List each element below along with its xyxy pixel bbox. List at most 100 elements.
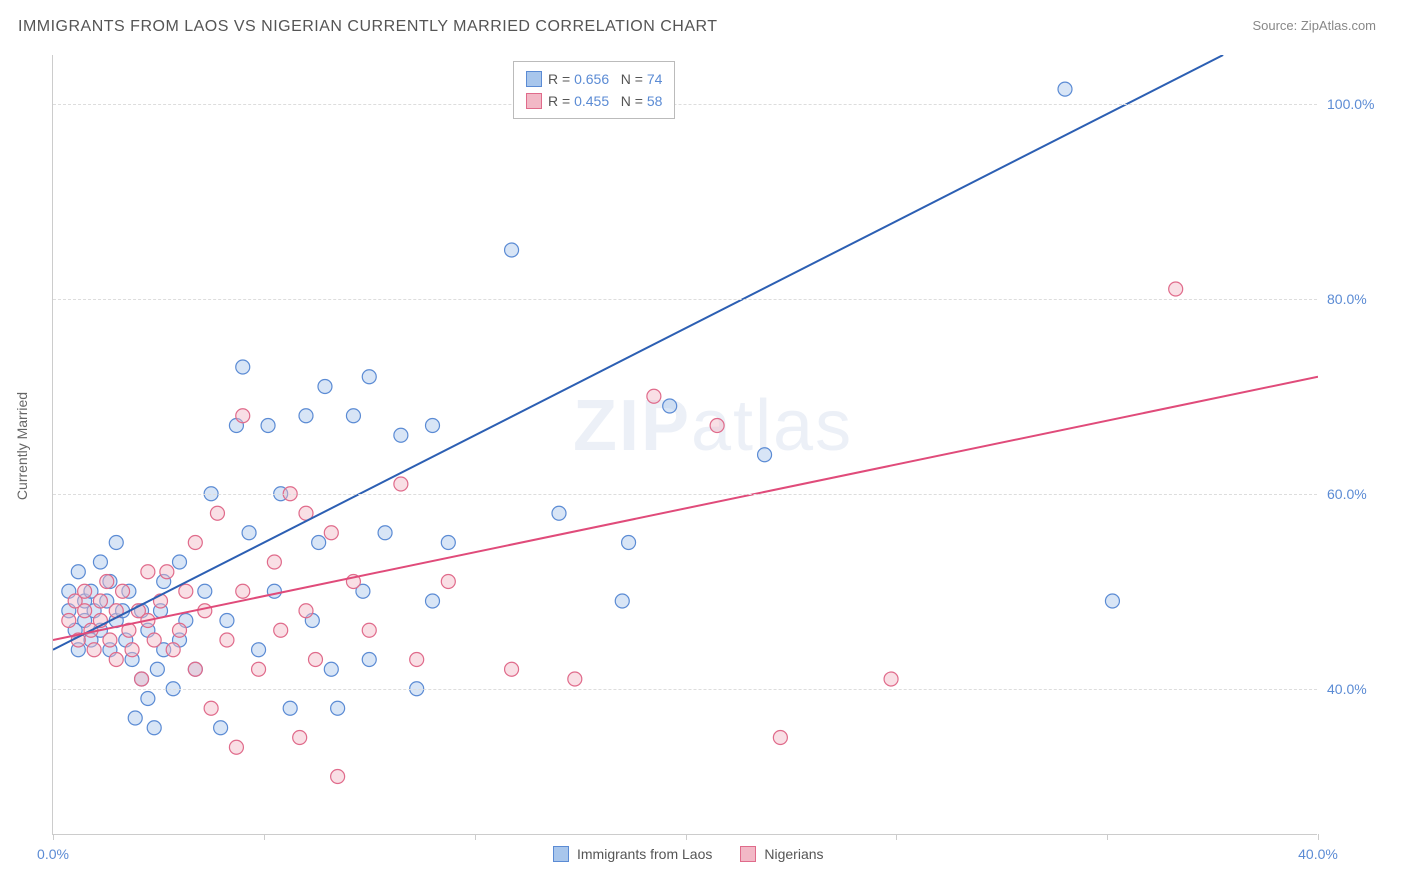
data-point bbox=[622, 536, 636, 550]
data-point bbox=[78, 604, 92, 618]
data-point bbox=[236, 584, 250, 598]
data-point bbox=[93, 555, 107, 569]
x-tick-label: 40.0% bbox=[1298, 846, 1338, 862]
data-point bbox=[220, 614, 234, 628]
data-point bbox=[318, 380, 332, 394]
data-point bbox=[135, 672, 149, 686]
data-point bbox=[324, 526, 338, 540]
data-point bbox=[441, 536, 455, 550]
data-point bbox=[93, 594, 107, 608]
legend-row: R = 0.455 N = 58 bbox=[526, 90, 662, 112]
data-point bbox=[884, 672, 898, 686]
data-point bbox=[166, 643, 180, 657]
data-point bbox=[103, 633, 117, 647]
legend-label: Immigrants from Laos bbox=[577, 846, 712, 862]
data-point bbox=[261, 419, 275, 433]
data-point bbox=[758, 448, 772, 462]
data-point bbox=[346, 409, 360, 423]
data-point bbox=[663, 399, 677, 413]
data-point bbox=[773, 731, 787, 745]
data-point bbox=[236, 360, 250, 374]
plot-area: ZIPatlas 40.0%60.0%80.0%100.0%0.0%40.0% … bbox=[52, 55, 1317, 835]
data-point bbox=[615, 594, 629, 608]
gridline bbox=[53, 299, 1317, 300]
data-point bbox=[274, 623, 288, 637]
x-tick-mark bbox=[896, 834, 897, 840]
data-point bbox=[324, 662, 338, 676]
legend-row: R = 0.656 N = 74 bbox=[526, 68, 662, 90]
data-point bbox=[362, 370, 376, 384]
data-point bbox=[410, 653, 424, 667]
y-tick-label: 100.0% bbox=[1327, 96, 1387, 112]
data-point bbox=[78, 584, 92, 598]
data-point bbox=[147, 721, 161, 735]
data-point bbox=[552, 506, 566, 520]
data-point bbox=[1169, 282, 1183, 296]
data-point bbox=[198, 584, 212, 598]
data-point bbox=[173, 623, 187, 637]
data-point bbox=[173, 555, 187, 569]
data-point bbox=[141, 692, 155, 706]
data-point bbox=[647, 389, 661, 403]
data-point bbox=[198, 604, 212, 618]
data-point bbox=[362, 623, 376, 637]
data-point bbox=[150, 662, 164, 676]
data-point bbox=[293, 731, 307, 745]
data-point bbox=[71, 565, 85, 579]
data-point bbox=[267, 555, 281, 569]
y-axis-label: Currently Married bbox=[14, 392, 30, 500]
data-point bbox=[179, 584, 193, 598]
data-point bbox=[362, 653, 376, 667]
data-point bbox=[426, 594, 440, 608]
legend-swatch bbox=[553, 846, 569, 862]
data-point bbox=[394, 428, 408, 442]
data-point bbox=[220, 633, 234, 647]
data-point bbox=[204, 701, 218, 715]
data-point bbox=[441, 575, 455, 589]
scatter-svg bbox=[53, 55, 1318, 835]
data-point bbox=[299, 604, 313, 618]
data-point bbox=[378, 526, 392, 540]
data-point bbox=[188, 662, 202, 676]
data-point bbox=[426, 419, 440, 433]
data-point bbox=[125, 643, 139, 657]
legend-item: Nigerians bbox=[740, 846, 823, 862]
correlation-legend: R = 0.656 N = 74 R = 0.455 N = 58 bbox=[513, 61, 675, 119]
data-point bbox=[242, 526, 256, 540]
series-legend: Immigrants from Laos Nigerians bbox=[553, 846, 824, 862]
y-tick-label: 60.0% bbox=[1327, 486, 1387, 502]
legend-stats: R = 0.656 N = 74 bbox=[548, 68, 662, 90]
data-point bbox=[116, 584, 130, 598]
data-point bbox=[210, 506, 224, 520]
data-point bbox=[505, 662, 519, 676]
y-tick-label: 80.0% bbox=[1327, 291, 1387, 307]
legend-swatch bbox=[740, 846, 756, 862]
data-point bbox=[331, 701, 345, 715]
data-point bbox=[141, 565, 155, 579]
legend-item: Immigrants from Laos bbox=[553, 846, 712, 862]
data-point bbox=[160, 565, 174, 579]
data-point bbox=[214, 721, 228, 735]
x-tick-mark bbox=[475, 834, 476, 840]
data-point bbox=[267, 584, 281, 598]
x-tick-mark bbox=[264, 834, 265, 840]
legend-label: Nigerians bbox=[764, 846, 823, 862]
data-point bbox=[128, 711, 142, 725]
legend-stats: R = 0.455 N = 58 bbox=[548, 90, 662, 112]
data-point bbox=[87, 643, 101, 657]
trend-line bbox=[53, 55, 1223, 650]
data-point bbox=[252, 662, 266, 676]
data-point bbox=[1058, 82, 1072, 96]
data-point bbox=[62, 614, 76, 628]
gridline bbox=[53, 104, 1317, 105]
data-point bbox=[308, 653, 322, 667]
data-point bbox=[188, 536, 202, 550]
data-point bbox=[331, 770, 345, 784]
data-point bbox=[100, 575, 114, 589]
x-tick-mark bbox=[53, 834, 54, 840]
data-point bbox=[394, 477, 408, 491]
x-tick-mark bbox=[1107, 834, 1108, 840]
data-point bbox=[312, 536, 326, 550]
x-tick-label: 0.0% bbox=[37, 846, 69, 862]
data-point bbox=[1105, 594, 1119, 608]
